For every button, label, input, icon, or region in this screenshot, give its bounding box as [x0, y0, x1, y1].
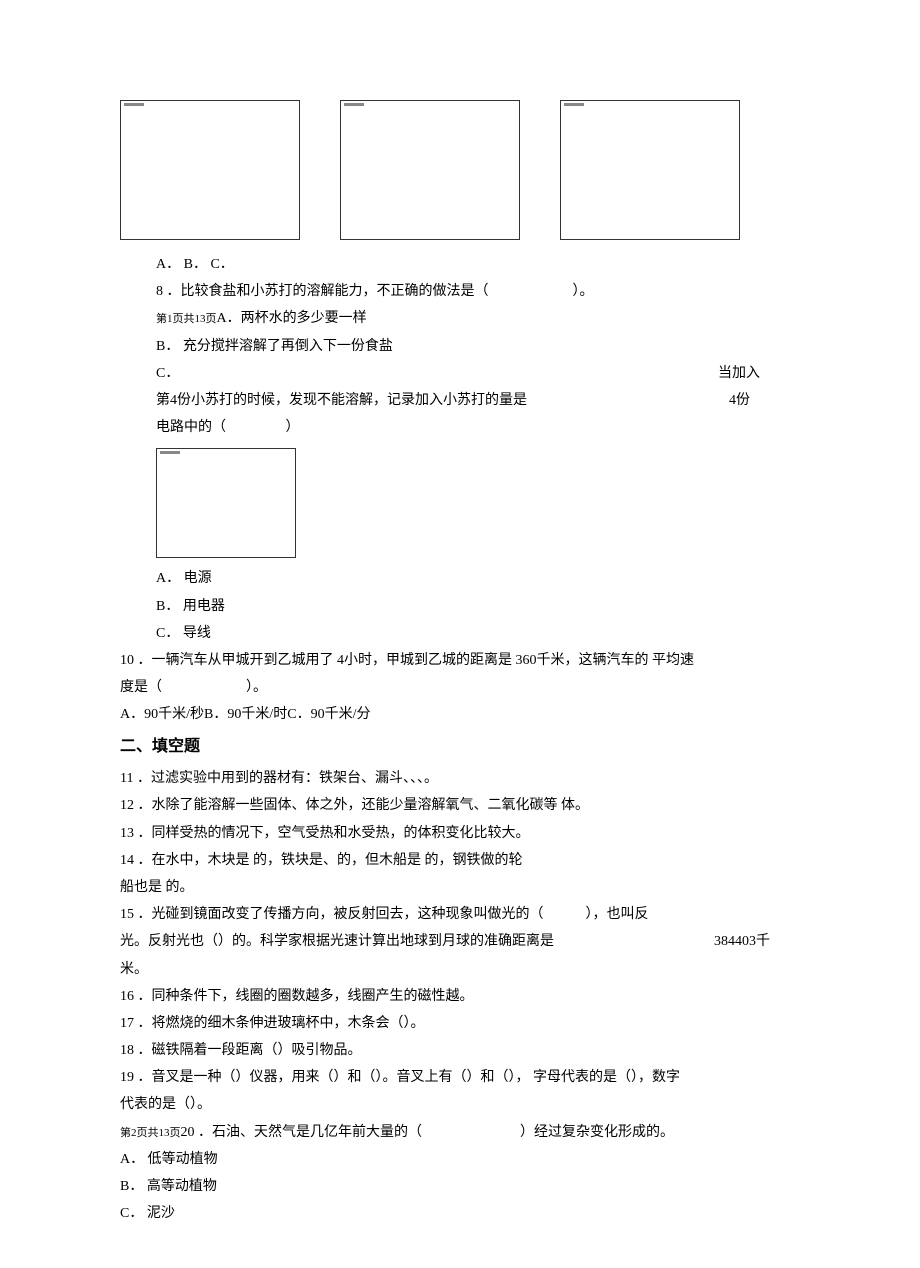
q20-opt-c: C． 泥沙	[120, 1201, 800, 1226]
q9-image-placeholder	[156, 448, 296, 558]
q10-opts: A．90千米/秒B．90千米/时C．90千米/分	[120, 702, 800, 727]
page-ref-2: 第2页共13页	[120, 1127, 181, 1139]
q10-stem-l2: 度是（ ）。	[120, 675, 800, 700]
q9-opt-b: B． 用电器	[120, 594, 800, 619]
q8-opt-a: A．两杯水的多少要一样	[217, 311, 367, 326]
q8-opt-b: B． 充分搅拌溶解了再倒入下一份食盐	[120, 334, 800, 359]
q15-l2-right: 384403千	[714, 929, 800, 954]
q15-l2-row: 光。反射光也（）的。科学家根据光速计算出地球到月球的准确距离是 384403千	[120, 929, 800, 954]
q9-image-wrap	[120, 448, 800, 558]
page-ref-1: 第1页共13页	[156, 313, 217, 325]
q20-stem: 20 ．石油、天然气是几亿年前大量的（ ）经过复杂变化形成的。	[181, 1125, 675, 1140]
image-placeholder-c	[560, 100, 740, 240]
q8-opt-a-row: 第1页共13页A．两杯水的多少要一样	[120, 306, 800, 331]
q17: 17 ．将燃烧的细木条伸进玻璃杯中，木条会（）。	[120, 1011, 800, 1036]
q18: 18 ．磁铁隔着一段距离（）吸引物品。	[120, 1038, 800, 1063]
q8-opt-d-left: 第4份小苏打的时候，发现不能溶解，记录加入小苏打的量是	[156, 388, 729, 413]
q14-l2: 船也是 的。	[120, 875, 800, 900]
q8-opt-c-row: C． 当加入	[120, 361, 800, 386]
q12: 12 ．水除了能溶解一些固体、体之外，还能少量溶解氧气、二氧化碳等 体。	[120, 793, 800, 818]
q15-l3: 米。	[120, 957, 800, 982]
q8-opt-d-row: 第4份小苏打的时候，发现不能溶解，记录加入小苏打的量是 4份	[120, 388, 800, 413]
q14-l1: 14 ．在水中，木块是 的，铁块是、的，但木船是 的，钢铁做的轮	[120, 848, 800, 873]
q11: 11 ．过滤实验中用到的器材有：铁架台、漏斗、、、。	[120, 766, 800, 791]
q15-l1: 15 ．光碰到镜面改变了传播方向，被反射回去，这种现象叫做光的（ ），也叫反	[120, 902, 800, 927]
q8-stem: 8 ．比较食盐和小苏打的溶解能力，不正确的做法是（ ）。	[120, 279, 800, 304]
q16: 16 ．同种条件下，线圈的圈数越多，线圈产生的磁性越。	[120, 984, 800, 1009]
q20-opt-b: B． 高等动植物	[120, 1174, 800, 1199]
q9-stem: 电路中的（ ）	[120, 415, 800, 440]
q8-opt-d-right: 4份	[729, 388, 800, 413]
q9-opt-c: C． 导线	[120, 621, 800, 646]
q7-image-row	[120, 100, 800, 240]
q7-options: A． B． C．	[120, 252, 800, 277]
q8-opt-c-right: 当加入	[718, 361, 800, 386]
q9-opt-a: A． 电源	[120, 566, 800, 591]
section-2-title: 二、填空题	[120, 733, 800, 762]
q8-opt-c-left: C．	[156, 361, 179, 386]
image-placeholder-b	[340, 100, 520, 240]
q20-stem-row: 第2页共13页20 ．石油、天然气是几亿年前大量的（ ）经过复杂变化形成的。	[120, 1120, 800, 1145]
q15-l2-left: 光。反射光也（）的。科学家根据光速计算出地球到月球的准确距离是	[120, 929, 714, 954]
q13: 13 ．同样受热的情况下，空气受热和水受热，的体积变化比较大。	[120, 821, 800, 846]
q10-stem-l1: 10 ．一辆汽车从甲城开到乙城用了 4小时，甲城到乙城的距离是 360千米，这辆…	[120, 648, 800, 673]
image-placeholder-a	[120, 100, 300, 240]
q19-l1: 19 ．音叉是一种（）仪器，用来（）和（）。音叉上有（）和（）， 字母代表的是（…	[120, 1065, 800, 1090]
q20-opt-a: A． 低等动植物	[120, 1147, 800, 1172]
q19-l2: 代表的是（）。	[120, 1092, 800, 1117]
